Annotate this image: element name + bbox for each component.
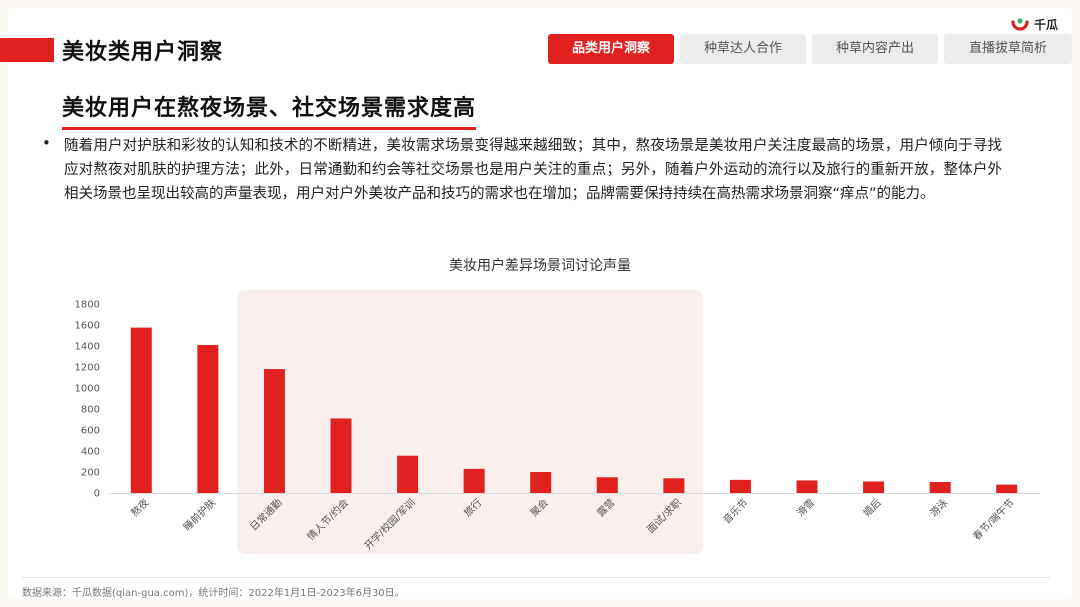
y-tick-label: 1000 — [75, 384, 100, 395]
tab-influencer-cooperation[interactable]: 种草达人合作 — [680, 34, 806, 64]
bar — [530, 472, 552, 493]
bar — [663, 478, 685, 493]
bar — [330, 418, 352, 493]
bar — [863, 481, 885, 493]
x-tick-label: 滑雪 — [794, 497, 817, 520]
y-tick-label: 400 — [81, 447, 100, 458]
x-tick-label: 睡前护肤 — [181, 496, 218, 533]
x-tick-label: 熬夜 — [128, 496, 151, 519]
page-title: 美妆类用户洞察 — [62, 40, 224, 65]
y-tick-label: 1600 — [75, 321, 100, 332]
bar — [729, 479, 751, 493]
y-tick-label: 200 — [81, 468, 100, 479]
title-accent-bar — [0, 38, 54, 62]
highlight-region — [237, 290, 704, 554]
y-tick-label: 800 — [81, 405, 100, 416]
bar — [130, 327, 152, 493]
logo-text: 千瓜 — [1034, 17, 1059, 32]
x-tick-label: 音乐节 — [720, 496, 750, 526]
bar — [397, 455, 419, 493]
tab-user-insight[interactable]: 品类用户洞察 — [548, 34, 674, 64]
y-tick-label: 1800 — [75, 300, 100, 311]
data-source-note: 数据来源：千瓜数据(qian-gua.com)，统计时间：2022年1月1日-2… — [22, 588, 405, 599]
qiangua-logo-icon — [1011, 18, 1029, 31]
insight-bullet: • 随着用户对护肤和彩妆的认知和技术的不断精进，美妆需求场景变得越来越细致；其中… — [42, 134, 1002, 206]
brand-logo: 千瓜 — [1010, 14, 1058, 34]
section-tabs: 品类用户洞察 种草达人合作 种草内容产出 直播拔草简析 — [548, 34, 1072, 64]
x-tick-label: 春节/端午节 — [970, 496, 1017, 543]
bar — [463, 468, 485, 493]
bar — [929, 481, 951, 493]
bar — [596, 477, 618, 493]
bar — [197, 344, 219, 493]
section-subtitle: 美妆用户在熬夜场景、社交场景需求度高 — [62, 90, 477, 130]
insight-paragraph: 随着用户对护肤和彩妆的认知和技术的不断精进，美妆需求场景变得越来越细致；其中，熬… — [64, 138, 1002, 202]
tab-livestream-analysis[interactable]: 直播拔草简析 — [944, 34, 1072, 64]
x-tick-label: 游泳 — [927, 496, 950, 519]
footer-divider — [22, 577, 1050, 578]
tab-content-production[interactable]: 种草内容产出 — [812, 34, 938, 64]
bullet-marker: • — [42, 134, 51, 152]
x-tick-label: 婚后 — [860, 496, 883, 519]
chart-title: 美妆用户差异场景词讨论声量 — [449, 258, 631, 274]
y-tick-label: 1400 — [75, 342, 100, 353]
y-tick-label: 600 — [81, 426, 100, 437]
bar — [796, 480, 818, 493]
bar — [263, 369, 285, 493]
y-tick-label: 1200 — [75, 363, 100, 374]
y-tick-label: 0 — [94, 489, 100, 500]
bar — [996, 484, 1018, 493]
